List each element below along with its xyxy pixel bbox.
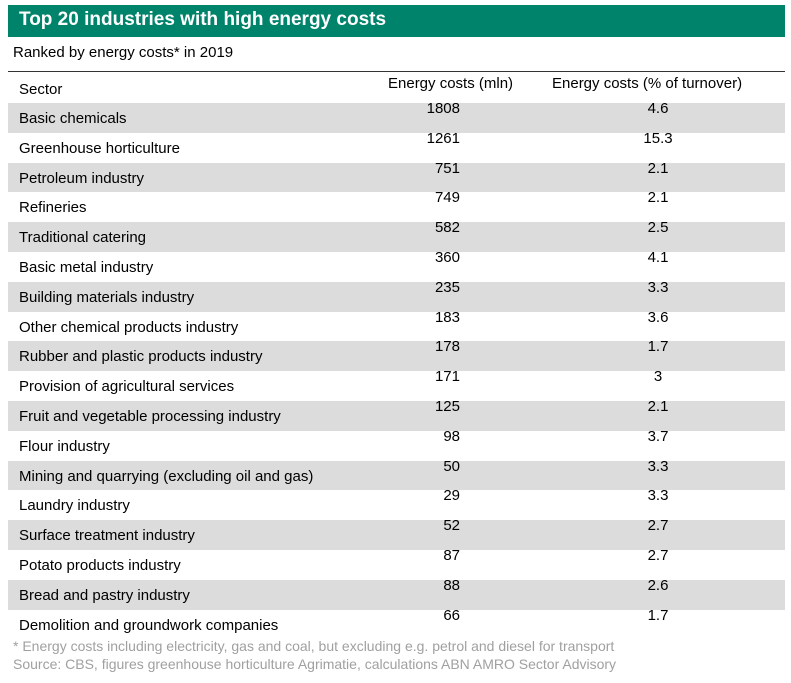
table-row: Traditional catering 582 2.5 [8,219,785,252]
cell-sector: Provision of agricultural services [19,378,235,396]
table-row: Bread and pastry industry 88 2.6 [8,576,785,610]
cell-sector: Laundry industry [19,497,130,515]
cell-sector: Basic chemicals [19,110,127,127]
cell-sector: Mining and quarrying (excluding oil and … [19,467,314,485]
column-header-sector: Sector [19,81,63,98]
cell-energy-costs: 98 [443,427,460,445]
cell-energy-pct: 2.6 [647,576,669,594]
table-figure: Top 20 industries with high energy costs… [8,5,785,677]
column-header-energy-pct: Energy costs (% of turnover) [552,75,743,92]
source-note: Source: CBS, figures greenhouse horticul… [13,656,617,672]
cell-energy-pct: 15.3 [643,129,673,147]
table-row: Greenhouse horticulture 1261 15.3 [8,129,785,163]
cell-energy-costs: 125 [434,397,460,415]
cell-energy-pct: 3.3 [647,457,669,475]
cell-energy-costs: 1808 [426,100,460,117]
cell-energy-pct: 3.3 [647,278,669,296]
cell-energy-costs: 183 [434,308,460,326]
cell-energy-costs: 87 [443,546,460,564]
header-rule [8,71,785,72]
cell-energy-pct: 3.6 [647,308,669,326]
title-bar: Top 20 industries with high energy costs [8,5,785,37]
cell-sector: Other chemical products industry [19,318,239,336]
cell-sector: Bread and pastry industry [19,586,190,604]
cell-energy-costs: 178 [434,338,460,356]
cell-sector: Rubber and plastic products industry [19,348,263,366]
cell-energy-pct: 1.7 [647,338,669,356]
cell-sector: Petroleum industry [19,169,145,187]
table-row: Fruit and vegetable processing industry 1… [8,397,785,431]
cell-energy-costs: 582 [434,219,460,237]
cell-energy-costs: 88 [443,576,460,594]
table-row: Refineries 749 2.1 [8,189,785,222]
cell-energy-pct: 3 [653,368,663,386]
table-row: Other chemical products industry 183 3.6 [8,308,785,342]
cell-sector: Refineries [19,199,87,217]
cell-energy-costs: 52 [443,517,460,535]
cell-energy-pct: 4.6 [647,100,669,117]
cell-energy-costs: 749 [434,189,460,207]
table-row: Building materials industry 235 3.3 [8,278,785,312]
cell-energy-pct: 2.7 [647,546,669,564]
cell-energy-pct: 2.5 [647,219,669,237]
table-body: Basic chemicals 1808 4.6 Greenhouse horticu… [8,100,785,640]
cell-energy-costs: 235 [434,278,460,296]
table-row: Potato products industry 87 2.7 [8,546,785,580]
table-row: Rubber and plastic products industry 178 1… [8,338,785,372]
cell-energy-costs: 1261 [426,129,460,147]
cell-sector: Potato products industry [19,556,181,574]
cell-energy-pct: 1.7 [647,606,669,624]
table-row: Mining and quarrying (excluding oil and … [8,457,785,491]
cell-energy-costs: 50 [443,457,460,475]
cell-sector: Greenhouse horticulture [19,139,180,157]
cell-energy-costs: 29 [443,487,460,505]
figure-subtitle: Ranked by energy costs* in 2019 [13,44,234,61]
cell-energy-pct: 3.3 [647,487,669,505]
cell-energy-costs: 360 [434,248,460,266]
cell-energy-costs: 66 [443,606,460,624]
cell-energy-pct: 2.1 [647,159,669,177]
table-row: Flour industry 98 3.7 [8,427,785,461]
figure-title: Top 20 industries with high energy costs [19,9,387,30]
cell-sector: Building materials industry [19,288,195,306]
cell-sector: Flour industry [19,437,110,455]
cell-energy-pct: 4.1 [647,248,669,266]
cell-energy-pct: 2.1 [647,397,669,415]
cell-sector: Basic metal industry [19,258,154,276]
cell-energy-pct: 3.7 [647,427,669,445]
cell-energy-pct: 2.1 [647,189,669,207]
column-header-energy-costs: Energy costs (mln) [388,75,514,92]
table-row: Basic metal industry 360 4.1 [8,248,785,282]
table-row: Laundry industry 29 3.3 [8,487,785,520]
cell-energy-costs: 171 [434,368,460,386]
table-row: Basic chemicals 1808 4.6 [8,100,785,133]
cell-energy-costs: 751 [434,159,460,177]
table-row: Petroleum industry 751 2.1 [8,159,785,193]
cell-sector: Traditional catering [19,229,147,247]
table-row: Provision of agricultural services 171 3 [8,368,785,401]
cell-sector: Surface treatment industry [19,527,195,545]
cell-sector: Fruit and vegetable processing industry [19,407,281,425]
footnote: * Energy costs including electricity, ga… [13,638,615,654]
cell-energy-pct: 2.7 [647,517,669,535]
table-row: Demolition and groundwork companies 66 1.7 [8,606,785,640]
table-row: Surface treatment industry 52 2.7 [8,517,785,550]
cell-sector: Demolition and groundwork companies [19,616,279,634]
